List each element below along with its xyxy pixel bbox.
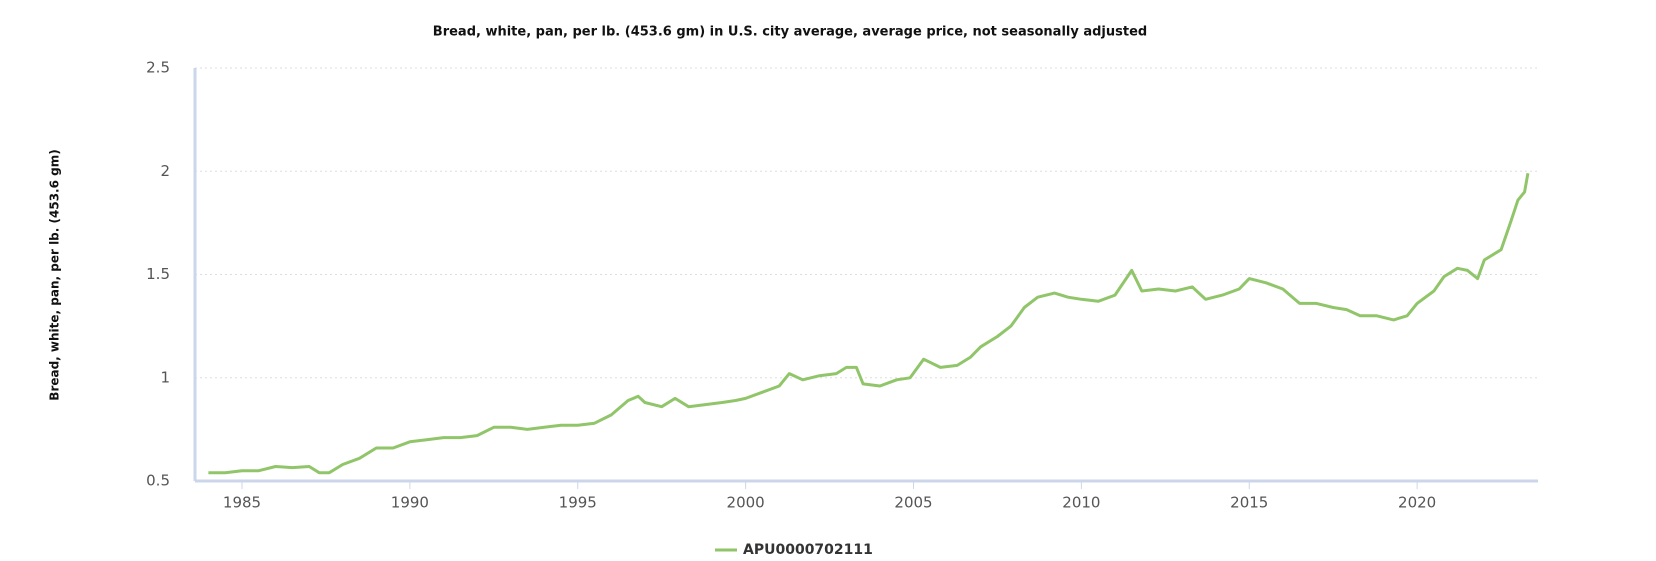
x-tick-label: 2020 [1398, 494, 1436, 512]
y-tick-label: 2 [160, 162, 170, 180]
data-line [208, 173, 1530, 475]
y-axis-label: Bread, white, pan, per lb. (453.6 gm) [48, 149, 62, 400]
x-tick-label: 2005 [894, 494, 932, 512]
y-tick-label: 0.5 [146, 472, 170, 490]
x-tick-label: 2015 [1230, 494, 1268, 512]
x-tick-label: 1985 [223, 494, 261, 512]
x-tick-label: 2000 [727, 494, 765, 512]
x-tick-label: 1990 [391, 494, 429, 512]
chart-title: Bread, white, pan, per lb. (453.6 gm) in… [433, 25, 1147, 40]
y-tick-label: 2.5 [146, 59, 170, 77]
y-tick-label: 1 [160, 368, 170, 386]
y-tick-label: 1.5 [146, 265, 170, 283]
legend-label: APU0000702111 [743, 542, 873, 558]
x-tick-label: 2010 [1062, 494, 1100, 512]
x-tick-label: 1995 [559, 494, 597, 512]
